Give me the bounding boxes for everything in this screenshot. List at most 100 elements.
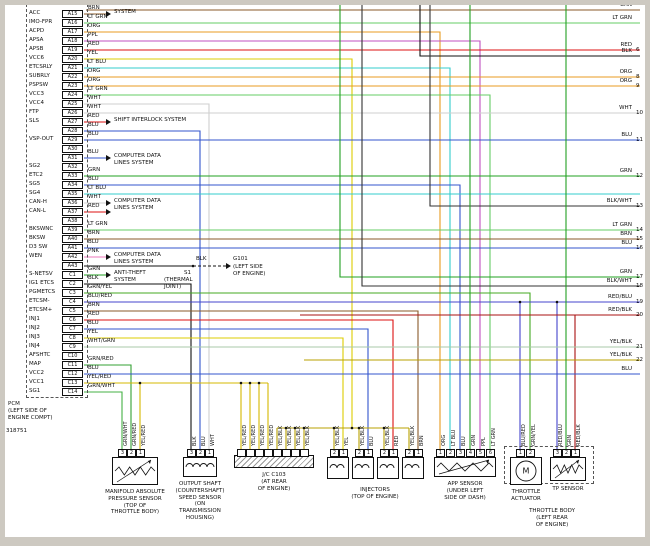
wire-color-label-vertical: YEL/RED — [242, 424, 248, 446]
component-pin: 1 — [205, 449, 214, 457]
thermal-joint-note: (THERMAL JOINT) — [164, 277, 193, 290]
pcm-pin-box: A21 — [62, 64, 83, 72]
component-pin — [300, 449, 309, 457]
edge-circuit-number: 9 — [636, 83, 640, 89]
edge-circuit-number: 18 — [636, 283, 643, 289]
component-box — [352, 457, 374, 479]
wire-color-label-vertical: GRN/YEL — [531, 424, 537, 446]
component-pin: 2 — [330, 449, 339, 457]
wire-red — [84, 319, 394, 450]
junction-dot — [138, 381, 142, 385]
wire-blu — [84, 130, 201, 450]
pcm-pin-name: FTP — [29, 109, 39, 115]
wire-color-label-vertical: YEL/BLK — [385, 425, 391, 446]
offpage-arrow-icon — [106, 272, 111, 278]
pcm-pin-name: SLS — [29, 118, 40, 124]
wire-blk — [84, 283, 192, 450]
wire-blk — [419, 0, 640, 57]
edge-wire-label: BLK/WHT — [606, 198, 632, 204]
edge-circuit-number: 10 — [636, 110, 643, 116]
wire-color-label: BLU/RED — [88, 293, 112, 299]
pcm-pin-box: A41 — [62, 244, 83, 252]
wire-color-label: BLU — [88, 239, 99, 245]
edge-circuit-number: 15 — [636, 236, 643, 242]
pcm-pin-name: S-NETSV — [29, 271, 53, 277]
component-pin: 2 — [355, 449, 364, 457]
pcm-pin-name: PSPSW — [29, 82, 49, 88]
pcm-pin-box: C1 — [62, 271, 83, 279]
wire-color-label-vertical: YEL/BLK — [296, 425, 302, 446]
wire-color-label: BRN — [88, 302, 100, 308]
wire-color-label: WHT/GRN — [88, 338, 115, 344]
edge-wire-label: BRN — [620, 231, 632, 237]
pcm-pin-box: A26 — [62, 109, 83, 117]
component-pin: 4 — [466, 449, 475, 457]
component-pin: 1 — [364, 449, 373, 457]
component-pin — [246, 449, 255, 457]
coil-symbol-icon — [404, 464, 420, 469]
system-annotation: COMPUTER DATA — [114, 153, 161, 159]
wire-color-label-vertical: GRN — [567, 434, 573, 446]
res-symbol-icon — [114, 459, 156, 483]
wire-blkwht — [361, 0, 640, 287]
pcm-pin-name: INJ1 — [29, 316, 40, 322]
figure-number: 318751 — [6, 428, 27, 434]
offpage-arrow-icon — [106, 200, 111, 206]
wire-color-label: WHT — [88, 95, 101, 101]
component-box — [112, 457, 158, 485]
pcm-pin-name: SUBRLY — [29, 73, 50, 79]
edge-wire-label: RED/BLU — [608, 294, 632, 300]
wire-blu — [84, 328, 369, 450]
edge-wire-label: LT GRN — [612, 15, 632, 21]
edge-wire-label: RED/BLK — [608, 307, 632, 313]
junction-dot — [302, 426, 306, 430]
wire-color-label-vertical: YEL/BLK — [305, 425, 311, 446]
wire-color-label: GRN — [88, 266, 101, 272]
svg-text:M: M — [523, 467, 530, 476]
pcm-pin-box: A16 — [62, 19, 83, 27]
wire-grn — [339, 0, 640, 278]
system-annotation: COMPUTER DATA — [114, 252, 161, 258]
wire-color-label: WHT — [88, 194, 101, 200]
pcm-pin-box: C6 — [62, 316, 83, 324]
wire-color-label: BRN — [88, 5, 100, 11]
wire-color-label-vertical: BLU — [369, 436, 375, 446]
pcm-pin-name: INJ2 — [29, 325, 40, 331]
pcm-pin-name: WEN — [29, 253, 43, 259]
wire-color-label-vertical: RED — [394, 435, 400, 446]
edge-wire-label: LT GRN — [612, 222, 632, 228]
component-pin: 1 — [436, 449, 445, 457]
component-pin: 2 — [562, 449, 571, 457]
edge-wire-label: GRN — [619, 269, 632, 275]
pcm-pin-box: C5 — [62, 307, 83, 315]
wire-color-label-vertical: RED/BLK — [576, 424, 582, 446]
wire-color-label-vertical: BLU — [461, 436, 467, 446]
pcm-pin-name: ACC — [29, 10, 41, 16]
pcm-pin-box: A17 — [62, 28, 83, 36]
wire-grnyel — [84, 292, 531, 450]
wire-grnred — [84, 364, 132, 450]
wire-color-label: ORG — [88, 23, 101, 29]
component-pin — [237, 449, 246, 457]
coil-symbol-icon — [185, 463, 215, 468]
pcm-pin-name: ETCSRLY — [29, 64, 53, 70]
wire-color-label-vertical: YEL/RED — [269, 424, 275, 446]
wire-color-label: BLU — [88, 176, 99, 182]
component-box — [327, 457, 349, 479]
edge-circuit-number: 13 — [636, 203, 643, 209]
wire-color-label: RED — [88, 113, 100, 119]
junction-dot — [293, 426, 297, 430]
pcm-pin-name: VSP-OUT — [29, 136, 54, 142]
edge-circuit-number: 12 — [636, 173, 643, 179]
oss-caption: OUTPUT SHAFT (COUNTERSHAFT) SPEED SENSOR (O… — [175, 481, 225, 521]
pcm-pin-box: C9 — [62, 343, 83, 351]
pcm-pin-box: A36 — [62, 199, 83, 207]
pcm-pin-box: A40 — [62, 235, 83, 243]
pcm-pin-box: C4 — [62, 298, 83, 306]
wire-color-label: LT BLU — [88, 59, 107, 65]
pcm-pin-name: D3 SW — [29, 244, 48, 250]
coil-symbol-icon — [354, 464, 370, 469]
component-pin: 1 — [136, 449, 145, 457]
wire-color-label: BLU — [88, 320, 99, 326]
